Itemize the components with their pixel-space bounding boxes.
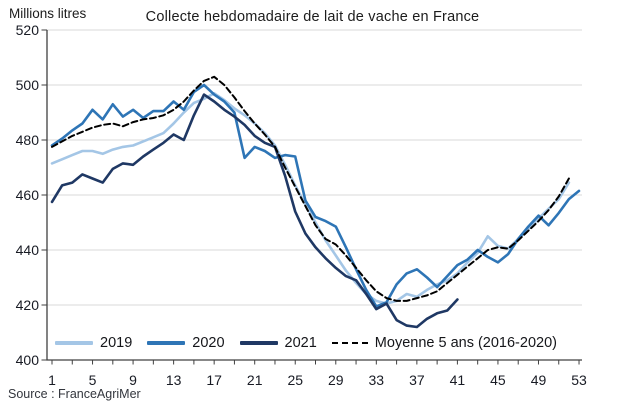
x-tick-label: 1 <box>48 372 56 388</box>
legend-label: 2020 <box>192 335 225 351</box>
legend-label: 2021 <box>284 335 317 351</box>
legend: 2019 2020 2021 Moyenne 5 ans (2016-2020) <box>55 334 557 352</box>
x-tick-label: 33 <box>369 372 385 388</box>
x-tick-label: 41 <box>450 372 466 388</box>
x-tick-label: 53 <box>571 372 587 388</box>
y-tick-label: 440 <box>16 242 40 258</box>
source-note: Source : FranceAgriMer <box>8 387 141 401</box>
x-tick-label: 13 <box>166 372 182 388</box>
series-line-2019 <box>50 92 571 305</box>
x-tick-label: 5 <box>89 372 97 388</box>
x-tick-label: 49 <box>531 372 547 388</box>
y-tick-label: 420 <box>16 297 40 313</box>
legend-item-moyenne-5-ans-2016-2020-: Moyenne 5 ans (2016-2020) <box>331 335 557 351</box>
series-line-2020 <box>50 83 581 308</box>
y-tick-label: 480 <box>16 132 40 148</box>
series-line-2021 <box>50 93 459 329</box>
x-tick-label: 37 <box>409 372 425 388</box>
x-tick-label: 9 <box>129 372 137 388</box>
legend-item-2019: 2019 <box>55 335 132 351</box>
x-tick-label: 17 <box>206 372 222 388</box>
y-tick-label: 460 <box>16 187 40 203</box>
legend-label: Moyenne 5 ans (2016-2020) <box>374 335 557 351</box>
x-tick-label: 45 <box>490 372 506 388</box>
legend-swatch <box>239 341 278 345</box>
y-tick-label: 400 <box>16 352 40 368</box>
y-tick-label: 520 <box>16 22 40 38</box>
x-tick-label: 21 <box>247 372 263 388</box>
legend-item-2021: 2021 <box>239 335 317 351</box>
legend-item-2020: 2020 <box>147 335 225 351</box>
x-tick-label: 29 <box>328 372 344 388</box>
legend-swatch <box>147 341 186 345</box>
legend-swatch <box>55 341 93 345</box>
legend-swatch <box>331 342 368 344</box>
x-tick-label: 25 <box>287 372 303 388</box>
chart-title: Collecte hebdomadaire de lait de vache e… <box>145 9 480 25</box>
legend-label: 2019 <box>100 335 133 351</box>
series-line-moyenne-5-ans-2016-2020- <box>51 75 570 302</box>
y-tick-label: 500 <box>16 77 40 93</box>
y-axis-unit-label: Millions litres <box>9 6 87 21</box>
